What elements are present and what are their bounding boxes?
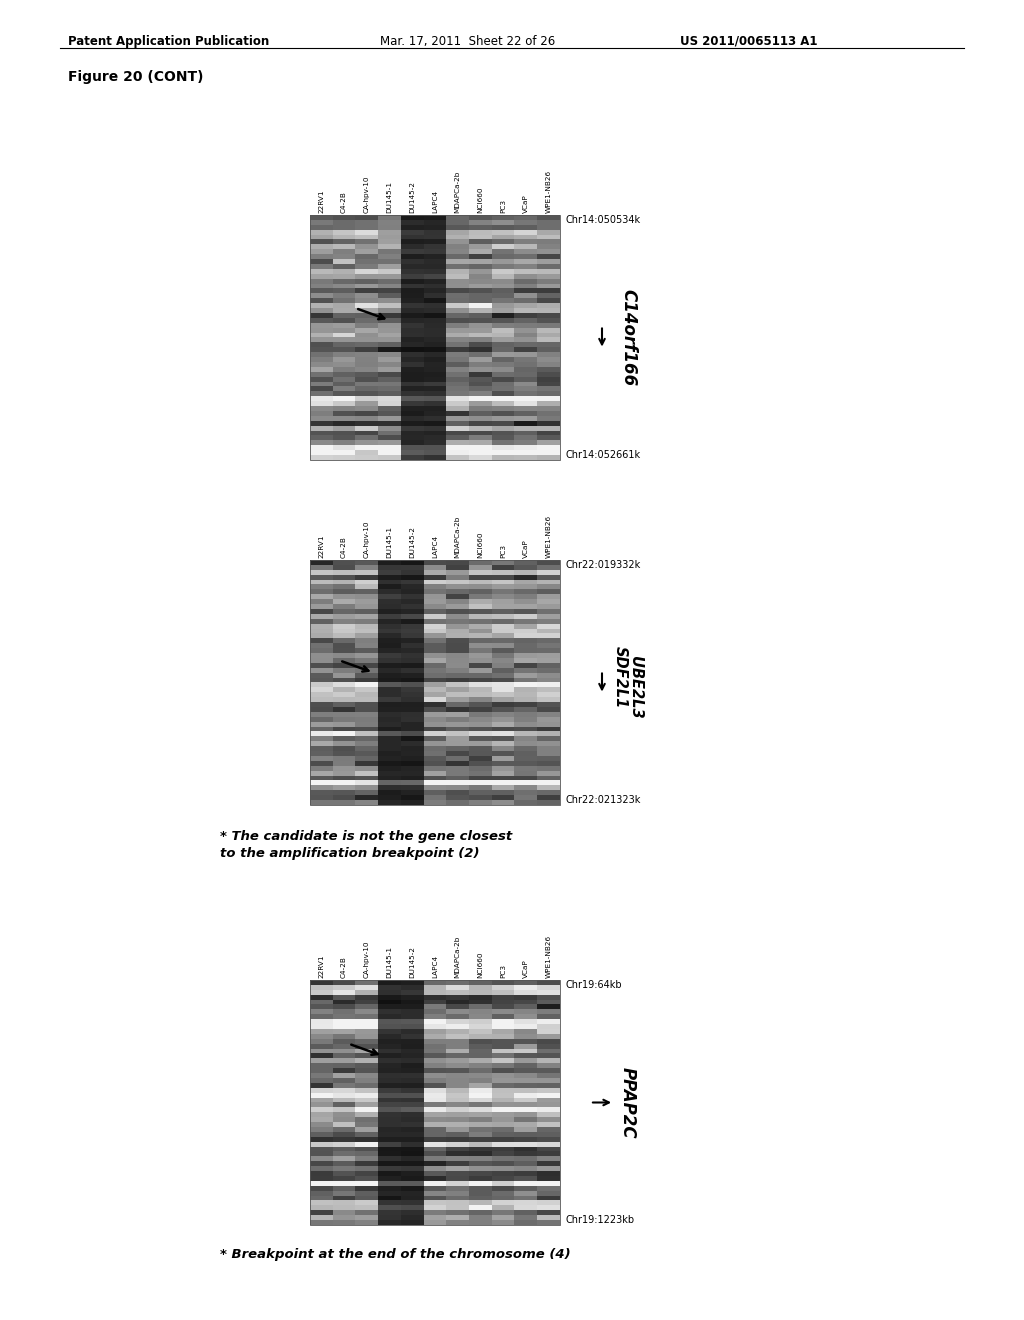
Text: * The candidate is not the gene closest
to the amplification breakpoint (2): * The candidate is not the gene closest … <box>220 830 512 861</box>
Text: LAPC4: LAPC4 <box>432 954 438 978</box>
Text: MDAPCa-2b: MDAPCa-2b <box>455 936 461 978</box>
Text: DU145-2: DU145-2 <box>410 181 416 213</box>
Text: DU145-1: DU145-1 <box>386 181 392 213</box>
Text: DU145-1: DU145-1 <box>386 525 392 558</box>
Text: MDAPCa-2b: MDAPCa-2b <box>455 516 461 558</box>
Text: 22RV1: 22RV1 <box>318 954 325 978</box>
Text: Mar. 17, 2011  Sheet 22 of 26: Mar. 17, 2011 Sheet 22 of 26 <box>380 36 555 48</box>
Text: WPE1-NB26: WPE1-NB26 <box>546 935 552 978</box>
Text: NCI660: NCI660 <box>477 186 483 213</box>
Text: Chr22:019332k: Chr22:019332k <box>566 560 641 570</box>
Text: Figure 20 (CONT): Figure 20 (CONT) <box>68 70 204 84</box>
Text: LAPC4: LAPC4 <box>432 535 438 558</box>
Text: US 2011/0065113 A1: US 2011/0065113 A1 <box>680 36 817 48</box>
Text: CA-hpv-10: CA-hpv-10 <box>364 520 370 558</box>
Text: Chr22:021323k: Chr22:021323k <box>566 795 641 805</box>
Text: SDF2L1: SDF2L1 <box>612 647 628 709</box>
Text: PC3: PC3 <box>500 544 506 558</box>
Text: C4-2B: C4-2B <box>341 536 347 558</box>
Text: MDAPCa-2b: MDAPCa-2b <box>455 170 461 213</box>
Text: PPAP2C: PPAP2C <box>618 1067 637 1138</box>
Text: CA-hpv-10: CA-hpv-10 <box>364 940 370 978</box>
Text: C14orf166: C14orf166 <box>618 289 637 387</box>
Text: NCI660: NCI660 <box>477 952 483 978</box>
Bar <box>310 560 560 805</box>
Text: DU145-2: DU145-2 <box>410 946 416 978</box>
Text: DU145-1: DU145-1 <box>386 946 392 978</box>
Text: PC3: PC3 <box>500 964 506 978</box>
Bar <box>310 215 560 459</box>
Text: CA-hpv-10: CA-hpv-10 <box>364 176 370 213</box>
Text: C4-2B: C4-2B <box>341 191 347 213</box>
Text: Chr19:1223kb: Chr19:1223kb <box>566 1214 635 1225</box>
Text: VCaP: VCaP <box>523 960 529 978</box>
Text: LAPC4: LAPC4 <box>432 190 438 213</box>
Text: C4-2B: C4-2B <box>341 956 347 978</box>
Text: Patent Application Publication: Patent Application Publication <box>68 36 269 48</box>
Text: NCI660: NCI660 <box>477 532 483 558</box>
Text: WPE1-NB26: WPE1-NB26 <box>546 515 552 558</box>
Text: Chr19:64kb: Chr19:64kb <box>566 979 623 990</box>
Text: 22RV1: 22RV1 <box>318 535 325 558</box>
Text: Chr14:050534k: Chr14:050534k <box>566 215 641 224</box>
Text: * Breakpoint at the end of the chromosome (4): * Breakpoint at the end of the chromosom… <box>220 1247 570 1261</box>
Text: PC3: PC3 <box>500 199 506 213</box>
Text: 22RV1: 22RV1 <box>318 190 325 213</box>
Text: VCaP: VCaP <box>523 540 529 558</box>
Text: WPE1-NB26: WPE1-NB26 <box>546 170 552 213</box>
Text: DU145-2: DU145-2 <box>410 525 416 558</box>
Text: Chr14:052661k: Chr14:052661k <box>566 450 641 459</box>
Text: UBE2L3: UBE2L3 <box>629 656 643 719</box>
Text: VCaP: VCaP <box>523 194 529 213</box>
Bar <box>310 979 560 1225</box>
